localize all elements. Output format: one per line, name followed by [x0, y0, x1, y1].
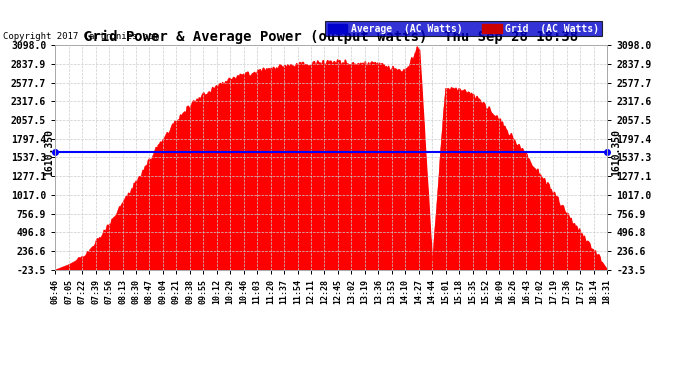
Title: Grid Power & Average Power (output watts)  Thu Sep 28 18:38: Grid Power & Average Power (output watts… — [84, 30, 578, 44]
Legend: Average  (AC Watts), Grid  (AC Watts): Average (AC Watts), Grid (AC Watts) — [325, 21, 602, 36]
Text: 1610.350: 1610.350 — [611, 129, 621, 176]
Text: 1610.350: 1610.350 — [44, 129, 55, 176]
Text: Copyright 2017 Cartronics.com: Copyright 2017 Cartronics.com — [3, 32, 159, 41]
